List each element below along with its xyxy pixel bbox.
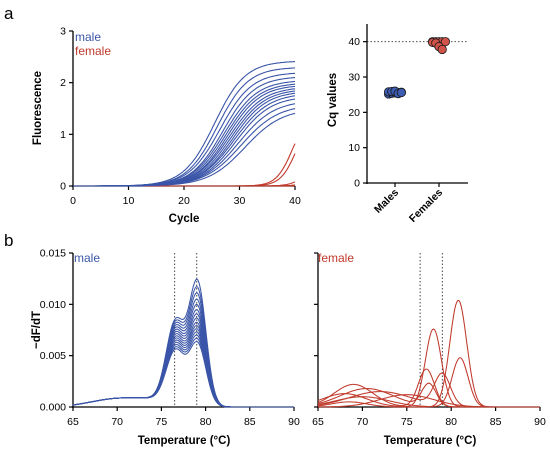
amp-xlabel: Cycle [169, 213, 200, 225]
amp-male-curve [73, 77, 296, 187]
amp-x-tick-label: 0 [70, 195, 76, 207]
amp-x-tick-label: 20 [178, 195, 190, 207]
cq-ylabel: Cq values [327, 73, 339, 127]
melt-male-chart: −dF/dT Temperature (°C) male 0.000 0.005 0… [31, 248, 300, 448]
melt-x-tick-label: 90 [534, 416, 546, 428]
amp-y-tick-label: 2 [60, 77, 66, 89]
cq-category-label: Females [407, 187, 445, 225]
cq-y-tick-label: 30 [348, 72, 360, 84]
legend-female: female [75, 44, 111, 58]
cq-y-tick-label: 20 [348, 107, 360, 119]
melt-y-tick-label: 0.005 [40, 350, 66, 362]
amp-y-tick-label: 3 [60, 26, 66, 38]
melt-x-tick-label: 90 [288, 416, 300, 428]
melt-x-tick-label: 65 [67, 416, 79, 428]
melt-female-xlabel: Temperature (°C) [384, 435, 477, 447]
melt-female-curve [317, 368, 540, 408]
melt-y-tick-label: 0.000 [40, 402, 66, 414]
melt-x-tick-label: 75 [401, 416, 413, 428]
melt-x-tick-label: 70 [357, 416, 369, 428]
melt-x-tick-label: 80 [200, 416, 212, 428]
amp-x-tick-label: 10 [123, 195, 135, 207]
melt-male-title: male [74, 251, 100, 265]
melt-female-curve [317, 357, 540, 408]
melt-x-tick-label: 85 [490, 416, 502, 428]
amp-male-curve [73, 108, 296, 187]
melt-male-curve [72, 334, 294, 408]
melt-x-tick-label: 80 [445, 416, 457, 428]
cq-y-tick-label: 40 [348, 36, 360, 48]
melt-male-curve [72, 298, 294, 408]
melt-y-tick-label: 0.015 [40, 248, 66, 260]
cq-category-label: Males [372, 187, 401, 216]
amp-male-curve [73, 112, 296, 187]
melt-male-curve [72, 317, 294, 408]
cq-dot-chart: Cq values 0 10 20 30 40 Males Females [327, 24, 468, 225]
panel-label-b: b [4, 231, 13, 250]
melt-ylabel: −dF/dT [31, 311, 43, 349]
amp-y-tick-label: 1 [60, 129, 66, 141]
melt-male-curve [72, 337, 294, 408]
amp-x-tick-label: 30 [234, 195, 246, 207]
cq-point [396, 87, 406, 98]
cq-point [437, 44, 447, 55]
cq-y-tick-label: 10 [348, 142, 360, 154]
amp-ylabel: Fluorescence [32, 71, 44, 145]
legend-male: male [75, 30, 101, 44]
melt-x-tick-label: 75 [156, 416, 168, 428]
cq-point [440, 37, 450, 47]
melt-female-curve [317, 394, 540, 408]
melt-female-title: female [318, 251, 354, 265]
melt-male-curve [72, 308, 294, 408]
melt-male-curve [72, 321, 294, 408]
cq-y-tick-label: 0 [354, 178, 360, 190]
amp-male-curve [73, 92, 296, 187]
amp-male-curve [73, 95, 296, 187]
panel-label-a: a [4, 4, 14, 23]
amp-male-curve [73, 98, 296, 187]
melt-x-tick-label: 70 [111, 416, 123, 428]
melt-x-tick-label: 85 [244, 416, 256, 428]
melt-male-curve [72, 340, 294, 408]
melt-x-tick-label: 65 [312, 416, 324, 428]
melt-female-chart: Temperature (°C) female 65 70 75 80 85 90 [312, 251, 546, 447]
melt-y-tick-label: 0.010 [40, 299, 66, 311]
amp-x-tick-label: 40 [289, 195, 301, 207]
amp-y-tick-label: 0 [60, 181, 66, 193]
melt-male-xlabel: Temperature (°C) [138, 435, 231, 447]
